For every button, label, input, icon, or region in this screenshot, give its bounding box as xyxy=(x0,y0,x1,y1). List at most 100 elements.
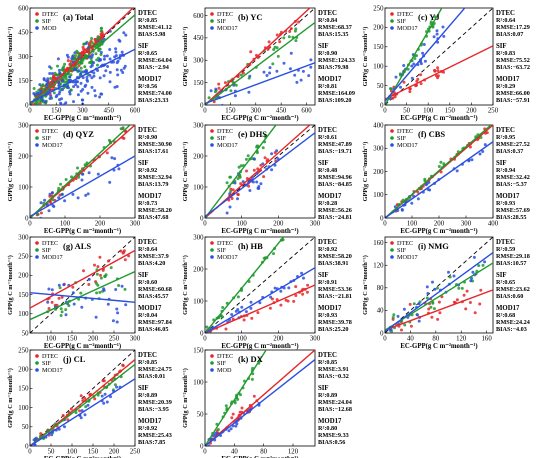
fit-line-sif xyxy=(30,270,135,321)
stats-series-name: DTEC xyxy=(496,239,515,246)
stats-bias: BIAS:0.07 xyxy=(496,31,523,38)
point-mod17 xyxy=(54,95,58,99)
point-dtec xyxy=(123,258,127,262)
legend-marker-dtec xyxy=(390,129,394,133)
point-dtec xyxy=(231,412,235,416)
point-dtec xyxy=(408,302,412,306)
point-mod17 xyxy=(447,270,450,274)
point-mod17 xyxy=(90,63,94,67)
stats-series-name: SIF xyxy=(496,43,507,50)
stats-rmse: RMSE:30.90 xyxy=(138,141,172,148)
point-mod17 xyxy=(442,34,446,38)
fit-line-mod17 xyxy=(30,155,135,218)
point-sif xyxy=(37,88,41,92)
point-mod17 xyxy=(72,85,76,89)
x-tick-label: 600 xyxy=(130,108,141,115)
stats-rmse: RMSE:164.09 xyxy=(318,90,355,97)
point-mod17 xyxy=(98,95,102,99)
point-dtec xyxy=(223,81,227,85)
stats-series-name: MOD17 xyxy=(496,76,520,83)
y-tick-label: 300 xyxy=(373,146,384,153)
point-sif xyxy=(271,62,275,66)
point-dtec xyxy=(57,296,61,300)
y-tick-label: 100 xyxy=(18,405,29,412)
point-dtec xyxy=(71,285,75,289)
point-mod17 xyxy=(68,75,72,79)
y-tick-label: 300 xyxy=(18,234,29,241)
point-dtec xyxy=(462,293,466,297)
point-mod17 xyxy=(86,91,90,95)
point-mod17 xyxy=(96,69,100,72)
point-mod17 xyxy=(103,392,107,396)
point-mod17 xyxy=(124,33,128,37)
legend-label: DTEC xyxy=(42,353,58,360)
y-tick-label: 0 xyxy=(200,102,204,109)
x-tick-label: 120 xyxy=(456,336,467,343)
point-sif xyxy=(477,264,481,268)
point-sif xyxy=(244,157,248,161)
legend-label: SIF xyxy=(397,135,407,142)
point-sif xyxy=(460,286,464,290)
point-mod17 xyxy=(114,50,118,54)
point-mod17 xyxy=(431,280,434,284)
point-mod17 xyxy=(92,71,96,75)
point-mod17 xyxy=(57,84,61,88)
point-mod17 xyxy=(80,178,84,182)
point-mod17 xyxy=(248,74,252,78)
y-tick-label: 200 xyxy=(373,169,384,176)
point-sif xyxy=(99,276,103,280)
stats-series-name: SIF xyxy=(138,272,149,279)
point-sif xyxy=(264,134,267,138)
point-mod17 xyxy=(100,394,104,398)
point-mod17 xyxy=(275,149,279,153)
x-tick-label: 80 xyxy=(432,336,439,343)
stats-series-name: MOD17 xyxy=(318,418,342,425)
x-tick-label: 200 xyxy=(466,108,477,115)
legend-marker-dtec xyxy=(210,129,214,133)
point-sif xyxy=(113,383,117,387)
point-mod17 xyxy=(84,69,87,73)
point-dtec xyxy=(99,273,102,277)
point-mod17 xyxy=(39,89,43,93)
point-mod17 xyxy=(432,35,436,39)
point-dtec xyxy=(61,414,65,417)
point-mod17 xyxy=(227,429,231,433)
point-mod17 xyxy=(435,29,439,33)
legend-marker-dtec xyxy=(390,12,394,16)
legend-marker-sif xyxy=(35,136,39,140)
y-tick-label: 200 xyxy=(18,273,29,280)
point-dtec xyxy=(78,409,82,413)
point-mod17 xyxy=(99,58,102,62)
point-dtec xyxy=(430,315,434,319)
stats-r2: R²:0.04 xyxy=(138,312,157,319)
point-sif xyxy=(79,66,83,70)
point-mod17 xyxy=(61,88,64,92)
point-dtec xyxy=(241,71,245,75)
point-dtec xyxy=(87,283,91,286)
point-sif xyxy=(95,272,99,276)
stats-rmse: RMSE:56.26 xyxy=(318,207,352,214)
legend-marker-sif xyxy=(390,136,394,140)
point-sif xyxy=(246,154,250,158)
fit-line-dtec xyxy=(205,284,315,333)
legend-label: SIF xyxy=(217,135,227,142)
x-tick-label: 600 xyxy=(301,108,312,115)
stats-series-name: SIF xyxy=(138,160,149,167)
y-tick-label: 100 xyxy=(18,184,29,191)
point-mod17 xyxy=(268,66,272,70)
point-mod17 xyxy=(302,276,305,280)
y-axis-label: GPP(g C m⁻²month⁻¹) xyxy=(182,27,189,87)
x-tick-label: 100 xyxy=(67,449,78,456)
point-mod17 xyxy=(275,69,279,73)
point-sif xyxy=(436,286,439,290)
panel-title: (c) YJ xyxy=(418,12,440,22)
point-mod17 xyxy=(299,78,303,82)
stats-series-name: DTEC xyxy=(138,239,157,246)
point-sif xyxy=(425,296,429,300)
point-sif xyxy=(216,428,220,431)
panel-title: (b) YC xyxy=(238,12,262,22)
point-mod17 xyxy=(268,71,272,75)
y-tick-label: 120 xyxy=(373,263,384,270)
point-dtec xyxy=(82,269,85,273)
point-mod17 xyxy=(399,85,402,89)
